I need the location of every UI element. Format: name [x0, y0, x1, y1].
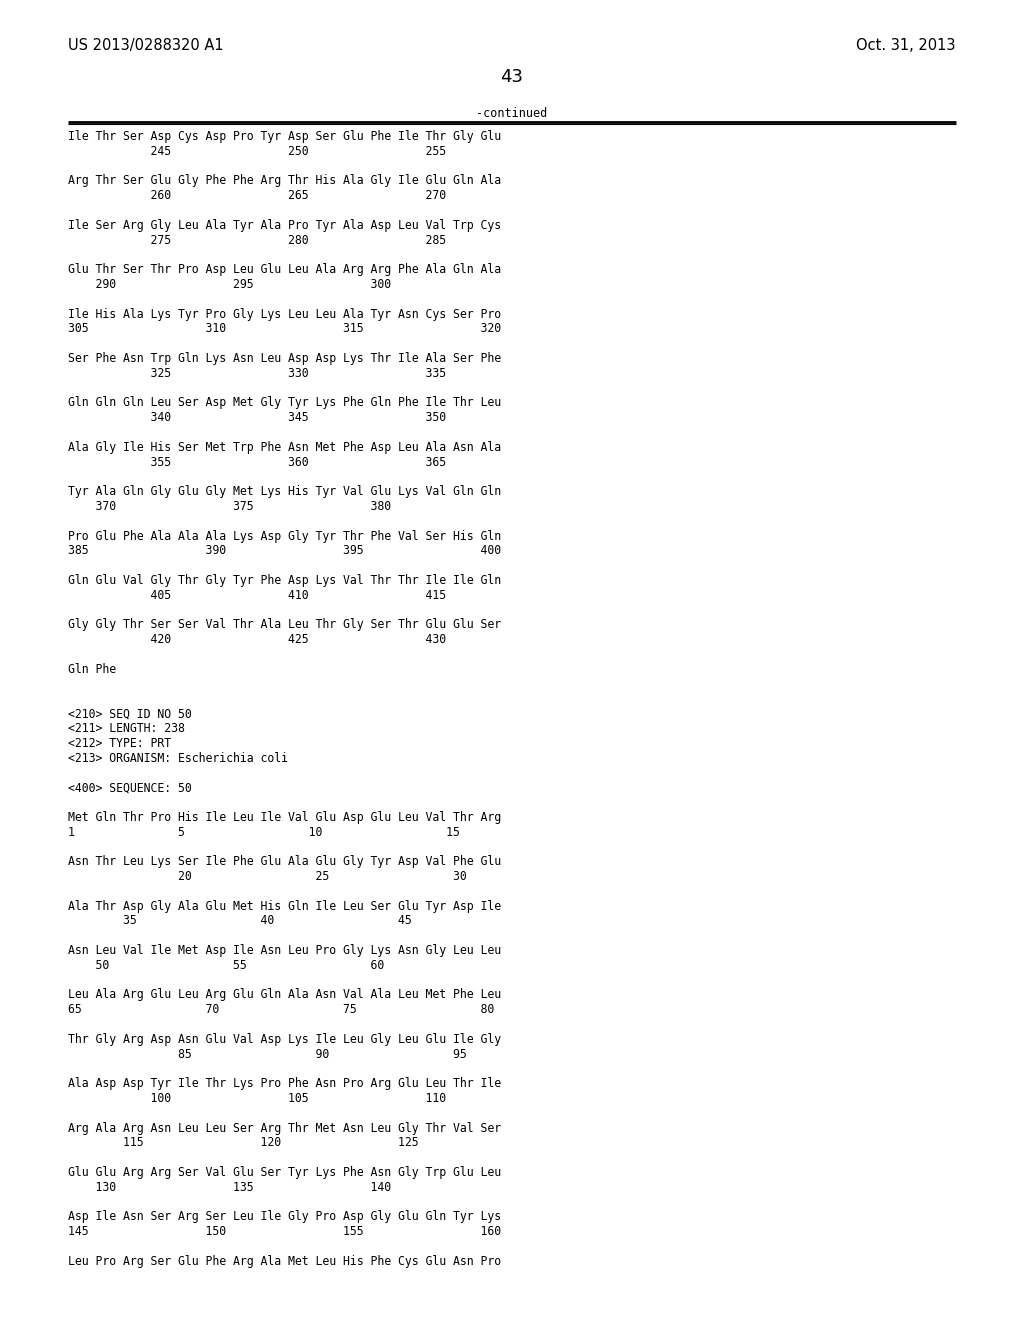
Text: Gly Gly Thr Ser Ser Val Thr Ala Leu Thr Gly Ser Thr Glu Glu Ser: Gly Gly Thr Ser Ser Val Thr Ala Leu Thr … — [68, 618, 501, 631]
Text: <210> SEQ ID NO 50: <210> SEQ ID NO 50 — [68, 708, 191, 721]
Text: Ser Phe Asn Trp Gln Lys Asn Leu Asp Asp Lys Thr Ile Ala Ser Phe: Ser Phe Asn Trp Gln Lys Asn Leu Asp Asp … — [68, 352, 501, 366]
Text: Ala Thr Asp Gly Ala Glu Met His Gln Ile Leu Ser Glu Tyr Asp Ile: Ala Thr Asp Gly Ala Glu Met His Gln Ile … — [68, 900, 501, 912]
Text: 325                 330                 335: 325 330 335 — [68, 367, 446, 380]
Text: Ala Asp Asp Tyr Ile Thr Lys Pro Phe Asn Pro Arg Glu Leu Thr Ile: Ala Asp Asp Tyr Ile Thr Lys Pro Phe Asn … — [68, 1077, 501, 1090]
Text: 115                 120                 125: 115 120 125 — [68, 1137, 419, 1150]
Text: 100                 105                 110: 100 105 110 — [68, 1092, 446, 1105]
Text: 340                 345                 350: 340 345 350 — [68, 412, 446, 424]
Text: 305                 310                 315                 320: 305 310 315 320 — [68, 322, 501, 335]
Text: 260                 265                 270: 260 265 270 — [68, 189, 446, 202]
Text: US 2013/0288320 A1: US 2013/0288320 A1 — [68, 38, 223, 53]
Text: 1               5                  10                  15: 1 5 10 15 — [68, 825, 460, 838]
Text: 420                 425                 430: 420 425 430 — [68, 634, 446, 647]
Text: <211> LENGTH: 238: <211> LENGTH: 238 — [68, 722, 185, 735]
Text: Gln Gln Gln Leu Ser Asp Met Gly Tyr Lys Phe Gln Phe Ile Thr Leu: Gln Gln Gln Leu Ser Asp Met Gly Tyr Lys … — [68, 396, 501, 409]
Text: Ala Gly Ile His Ser Met Trp Phe Asn Met Phe Asp Leu Ala Asn Ala: Ala Gly Ile His Ser Met Trp Phe Asn Met … — [68, 441, 501, 454]
Text: 145                 150                 155                 160: 145 150 155 160 — [68, 1225, 501, 1238]
Text: Tyr Ala Gln Gly Glu Gly Met Lys His Tyr Val Glu Lys Val Gln Gln: Tyr Ala Gln Gly Glu Gly Met Lys His Tyr … — [68, 486, 501, 498]
Text: Oct. 31, 2013: Oct. 31, 2013 — [856, 38, 956, 53]
Text: 65                  70                  75                  80: 65 70 75 80 — [68, 1003, 495, 1016]
Text: 35                  40                  45: 35 40 45 — [68, 915, 412, 928]
Text: Gln Glu Val Gly Thr Gly Tyr Phe Asp Lys Val Thr Thr Ile Ile Gln: Gln Glu Val Gly Thr Gly Tyr Phe Asp Lys … — [68, 574, 501, 587]
Text: Pro Glu Phe Ala Ala Ala Lys Asp Gly Tyr Thr Phe Val Ser His Gln: Pro Glu Phe Ala Ala Ala Lys Asp Gly Tyr … — [68, 529, 501, 543]
Text: Ile Ser Arg Gly Leu Ala Tyr Ala Pro Tyr Ala Asp Leu Val Trp Cys: Ile Ser Arg Gly Leu Ala Tyr Ala Pro Tyr … — [68, 219, 501, 232]
Text: <212> TYPE: PRT: <212> TYPE: PRT — [68, 737, 171, 750]
Text: 385                 390                 395                 400: 385 390 395 400 — [68, 544, 501, 557]
Text: 20                  25                  30: 20 25 30 — [68, 870, 467, 883]
Text: Arg Thr Ser Glu Gly Phe Phe Arg Thr His Ala Gly Ile Glu Gln Ala: Arg Thr Ser Glu Gly Phe Phe Arg Thr His … — [68, 174, 501, 187]
Text: -continued: -continued — [476, 107, 548, 120]
Text: 43: 43 — [501, 69, 523, 86]
Text: 355                 360                 365: 355 360 365 — [68, 455, 446, 469]
Text: Ile Thr Ser Asp Cys Asp Pro Tyr Asp Ser Glu Phe Ile Thr Gly Glu: Ile Thr Ser Asp Cys Asp Pro Tyr Asp Ser … — [68, 129, 501, 143]
Text: 370                 375                 380: 370 375 380 — [68, 500, 391, 513]
Text: 245                 250                 255: 245 250 255 — [68, 145, 446, 158]
Text: <400> SEQUENCE: 50: <400> SEQUENCE: 50 — [68, 781, 191, 795]
Text: Leu Pro Arg Ser Glu Phe Arg Ala Met Leu His Phe Cys Glu Asn Pro: Leu Pro Arg Ser Glu Phe Arg Ala Met Leu … — [68, 1255, 501, 1267]
Text: Asp Ile Asn Ser Arg Ser Leu Ile Gly Pro Asp Gly Glu Gln Tyr Lys: Asp Ile Asn Ser Arg Ser Leu Ile Gly Pro … — [68, 1210, 501, 1224]
Text: Glu Glu Arg Arg Ser Val Glu Ser Tyr Lys Phe Asn Gly Trp Glu Leu: Glu Glu Arg Arg Ser Val Glu Ser Tyr Lys … — [68, 1166, 501, 1179]
Text: 85                  90                  95: 85 90 95 — [68, 1048, 467, 1060]
Text: Gln Phe: Gln Phe — [68, 663, 116, 676]
Text: <213> ORGANISM: Escherichia coli: <213> ORGANISM: Escherichia coli — [68, 751, 288, 764]
Text: Leu Ala Arg Glu Leu Arg Glu Gln Ala Asn Val Ala Leu Met Phe Leu: Leu Ala Arg Glu Leu Arg Glu Gln Ala Asn … — [68, 989, 501, 1002]
Text: 405                 410                 415: 405 410 415 — [68, 589, 446, 602]
Text: Asn Leu Val Ile Met Asp Ile Asn Leu Pro Gly Lys Asn Gly Leu Leu: Asn Leu Val Ile Met Asp Ile Asn Leu Pro … — [68, 944, 501, 957]
Text: Ile His Ala Lys Tyr Pro Gly Lys Leu Leu Ala Tyr Asn Cys Ser Pro: Ile His Ala Lys Tyr Pro Gly Lys Leu Leu … — [68, 308, 501, 321]
Text: Met Gln Thr Pro His Ile Leu Ile Val Glu Asp Glu Leu Val Thr Arg: Met Gln Thr Pro His Ile Leu Ile Val Glu … — [68, 810, 501, 824]
Text: Arg Ala Arg Asn Leu Leu Ser Arg Thr Met Asn Leu Gly Thr Val Ser: Arg Ala Arg Asn Leu Leu Ser Arg Thr Met … — [68, 1122, 501, 1135]
Text: 290                 295                 300: 290 295 300 — [68, 279, 391, 290]
Text: 50                  55                  60: 50 55 60 — [68, 958, 384, 972]
Text: Thr Gly Arg Asp Asn Glu Val Asp Lys Ile Leu Gly Leu Glu Ile Gly: Thr Gly Arg Asp Asn Glu Val Asp Lys Ile … — [68, 1032, 501, 1045]
Text: Glu Thr Ser Thr Pro Asp Leu Glu Leu Ala Arg Arg Phe Ala Gln Ala: Glu Thr Ser Thr Pro Asp Leu Glu Leu Ala … — [68, 263, 501, 276]
Text: 275                 280                 285: 275 280 285 — [68, 234, 446, 247]
Text: Asn Thr Leu Lys Ser Ile Phe Glu Ala Glu Gly Tyr Asp Val Phe Glu: Asn Thr Leu Lys Ser Ile Phe Glu Ala Glu … — [68, 855, 501, 869]
Text: 130                 135                 140: 130 135 140 — [68, 1181, 391, 1193]
